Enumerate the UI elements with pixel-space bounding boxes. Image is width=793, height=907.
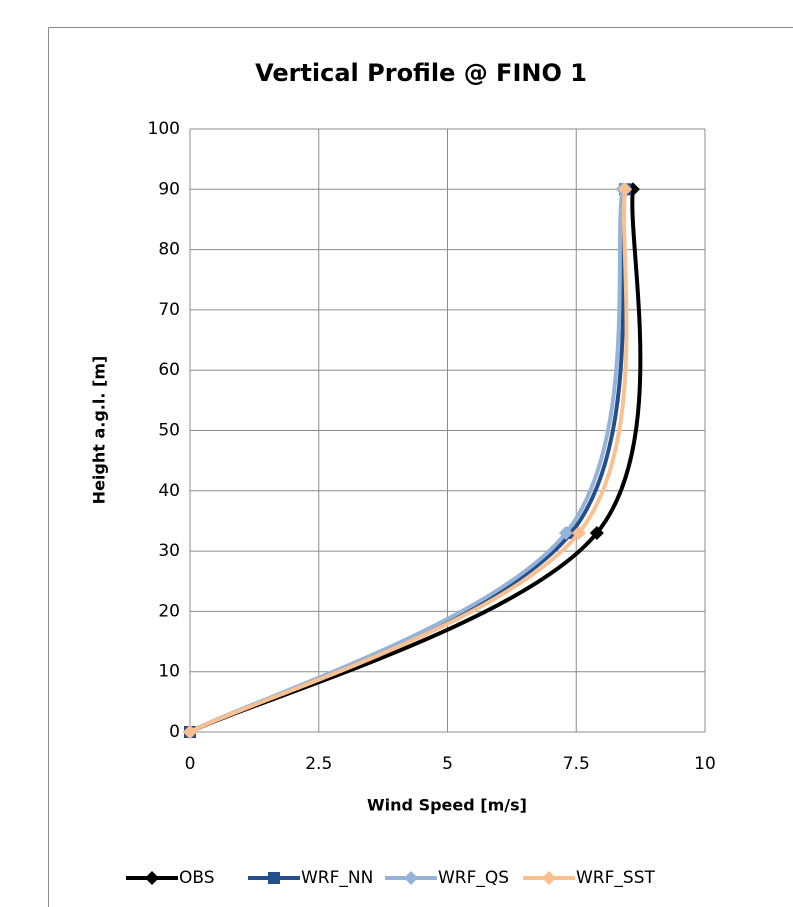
legend-marker bbox=[404, 871, 418, 885]
legend-marker bbox=[542, 871, 556, 885]
y-tick-label: 60 bbox=[158, 360, 180, 380]
data-point bbox=[589, 526, 604, 541]
data-point bbox=[618, 182, 633, 197]
legend-label: WRF_QS bbox=[438, 868, 509, 888]
series-line bbox=[189, 189, 629, 734]
x-axis-title: Wind Speed [m/s] bbox=[367, 796, 527, 815]
y-tick-label: 30 bbox=[158, 541, 180, 561]
y-tick-label: 20 bbox=[158, 601, 180, 621]
x-tick-label: 2.5 bbox=[305, 754, 332, 774]
x-tick-label: 7.5 bbox=[563, 754, 590, 774]
x-tick-label: 10 bbox=[694, 754, 716, 774]
y-tick-label: 90 bbox=[158, 179, 180, 199]
series-line bbox=[189, 188, 628, 734]
legend-label: WRF_SST bbox=[576, 868, 655, 888]
data-point bbox=[558, 526, 573, 541]
chart-title: Vertical Profile @ FINO 1 bbox=[255, 59, 587, 87]
x-tick-label: 0 bbox=[185, 754, 196, 774]
y-tick-label: 100 bbox=[148, 119, 180, 139]
y-tick-label: 50 bbox=[158, 421, 180, 441]
legend-label: WRF_NN bbox=[301, 868, 373, 888]
x-tick-label: 5 bbox=[442, 754, 453, 774]
y-tick-label: 40 bbox=[158, 481, 180, 501]
y-tick-label: 10 bbox=[158, 662, 180, 682]
y-axis-title: Height a.g.l. [m] bbox=[90, 356, 109, 505]
y-tick-label: 70 bbox=[158, 300, 180, 320]
legend-label: OBS bbox=[179, 868, 215, 888]
legend-marker bbox=[145, 871, 159, 885]
y-tick-label: 0 bbox=[169, 722, 180, 742]
data-point bbox=[183, 725, 197, 739]
y-tick-label: 80 bbox=[158, 240, 180, 260]
data-point bbox=[571, 526, 586, 541]
legend-marker bbox=[268, 872, 280, 884]
series-line bbox=[189, 188, 625, 734]
series-line bbox=[189, 189, 643, 734]
